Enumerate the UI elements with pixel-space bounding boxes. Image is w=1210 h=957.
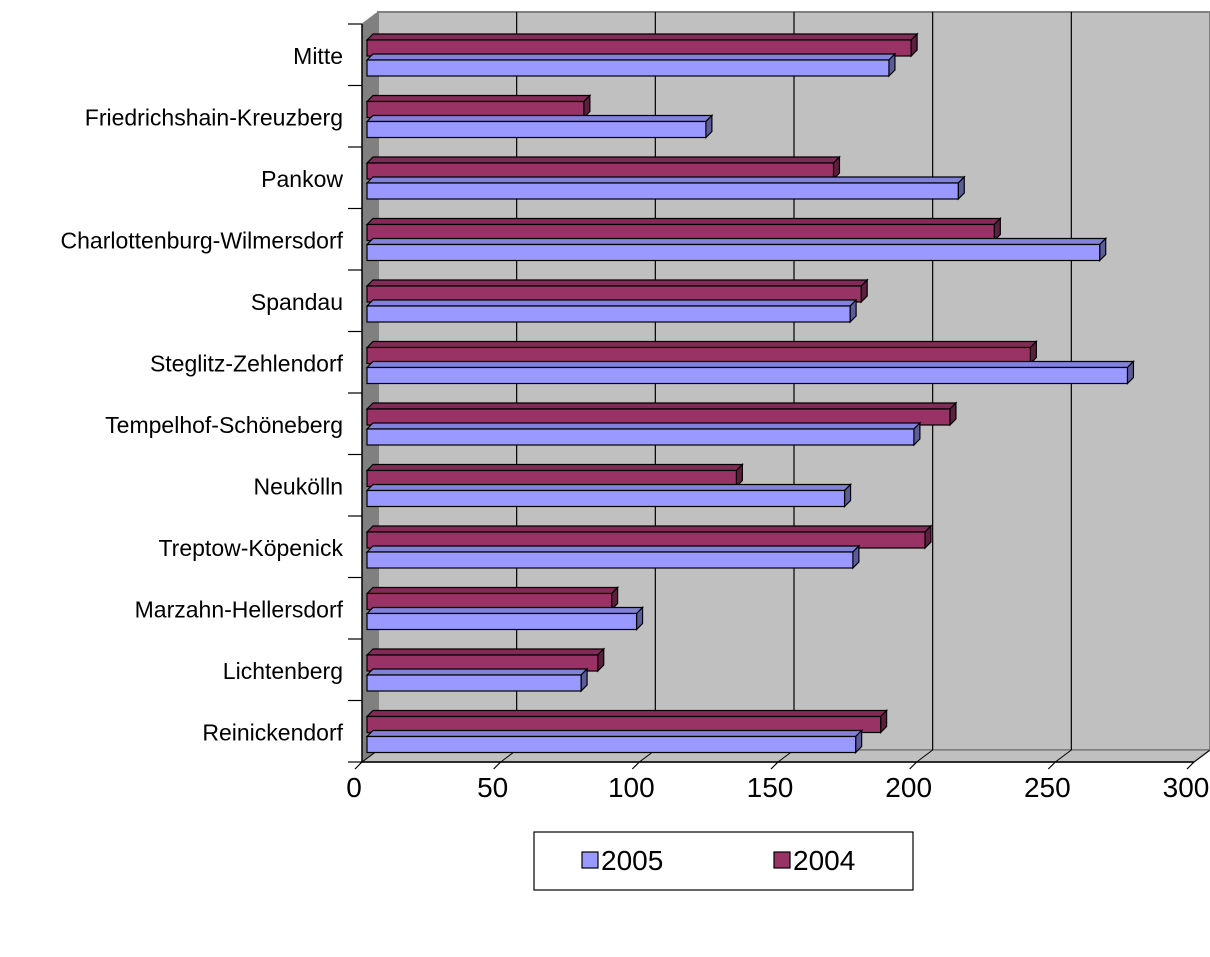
bar-2004-5 bbox=[367, 280, 867, 302]
x-tick-label: 0 bbox=[346, 772, 362, 803]
x-tick bbox=[1048, 762, 1055, 769]
x-tick bbox=[632, 762, 639, 769]
bar-2004-10 bbox=[367, 588, 618, 610]
category-label: Pankow bbox=[261, 166, 343, 192]
category-label: Reinickendorf bbox=[202, 719, 343, 745]
x-tick bbox=[910, 762, 917, 769]
x-tick-label: 250 bbox=[1024, 772, 1071, 803]
bar-2005-2 bbox=[367, 116, 712, 138]
category-label: Lichtenberg bbox=[223, 658, 343, 684]
bar-2005-4 bbox=[367, 239, 1106, 261]
bar-2005-7 bbox=[367, 423, 920, 445]
legend-label-2004: 2004 bbox=[793, 845, 855, 876]
bar-2004-7 bbox=[367, 403, 956, 425]
legend-swatch-2004 bbox=[774, 852, 790, 868]
x-tick bbox=[355, 762, 362, 769]
bar-2005-5 bbox=[367, 300, 856, 322]
bar-2005-1 bbox=[367, 54, 895, 76]
x-tick-label: 200 bbox=[885, 772, 932, 803]
bar-2004-12 bbox=[367, 711, 887, 733]
bar-2005-8 bbox=[367, 485, 851, 507]
category-labels: Mitte Friedrichshain-Kreuzberg Pankow Charl… bbox=[61, 43, 344, 746]
bar-2004-4 bbox=[367, 219, 1000, 241]
x-tick-label: 150 bbox=[747, 772, 794, 803]
category-label: Marzahn-Hellersdorf bbox=[135, 596, 344, 622]
category-label: Spandau bbox=[251, 289, 343, 315]
bar-2004-9 bbox=[367, 526, 931, 548]
legend-label-2005: 2005 bbox=[601, 845, 663, 876]
category-label: Steglitz-Zehlendorf bbox=[150, 350, 344, 376]
category-label: Charlottenburg-Wilmersdorf bbox=[61, 227, 344, 253]
bar-2004-2 bbox=[367, 96, 590, 118]
bar-2005-3 bbox=[367, 177, 964, 199]
category-label: Friedrichshain-Kreuzberg bbox=[85, 104, 343, 130]
bar-2004-1 bbox=[367, 34, 917, 56]
legend-swatch-2005 bbox=[582, 852, 598, 868]
x-tick bbox=[494, 762, 501, 769]
legend: 2005 2004 bbox=[534, 832, 913, 890]
x-tick bbox=[771, 762, 778, 769]
x-tick-label: 300 bbox=[1163, 772, 1210, 803]
bar-2004-11 bbox=[367, 649, 604, 671]
bar-2005-6 bbox=[367, 362, 1133, 384]
bar-2004-3 bbox=[367, 157, 839, 179]
x-tick-label: 50 bbox=[477, 772, 508, 803]
tick-labels: 0 50 100 150 200 250 300 bbox=[346, 772, 1209, 803]
bar-2005-9 bbox=[367, 546, 859, 568]
category-label: Treptow-Köpenick bbox=[158, 535, 343, 561]
category-label: Mitte bbox=[293, 43, 343, 69]
category-label: Tempelhof-Schöneberg bbox=[105, 412, 343, 438]
bar-2005-11 bbox=[367, 669, 587, 691]
x-tick-label: 100 bbox=[608, 772, 655, 803]
x-tick bbox=[1187, 762, 1194, 769]
bar-2004-6 bbox=[367, 342, 1036, 364]
bar-2004-8 bbox=[367, 465, 742, 487]
bar-2005-10 bbox=[367, 608, 643, 630]
category-label: Neukölln bbox=[254, 473, 344, 499]
bar-2005-12 bbox=[367, 731, 862, 753]
